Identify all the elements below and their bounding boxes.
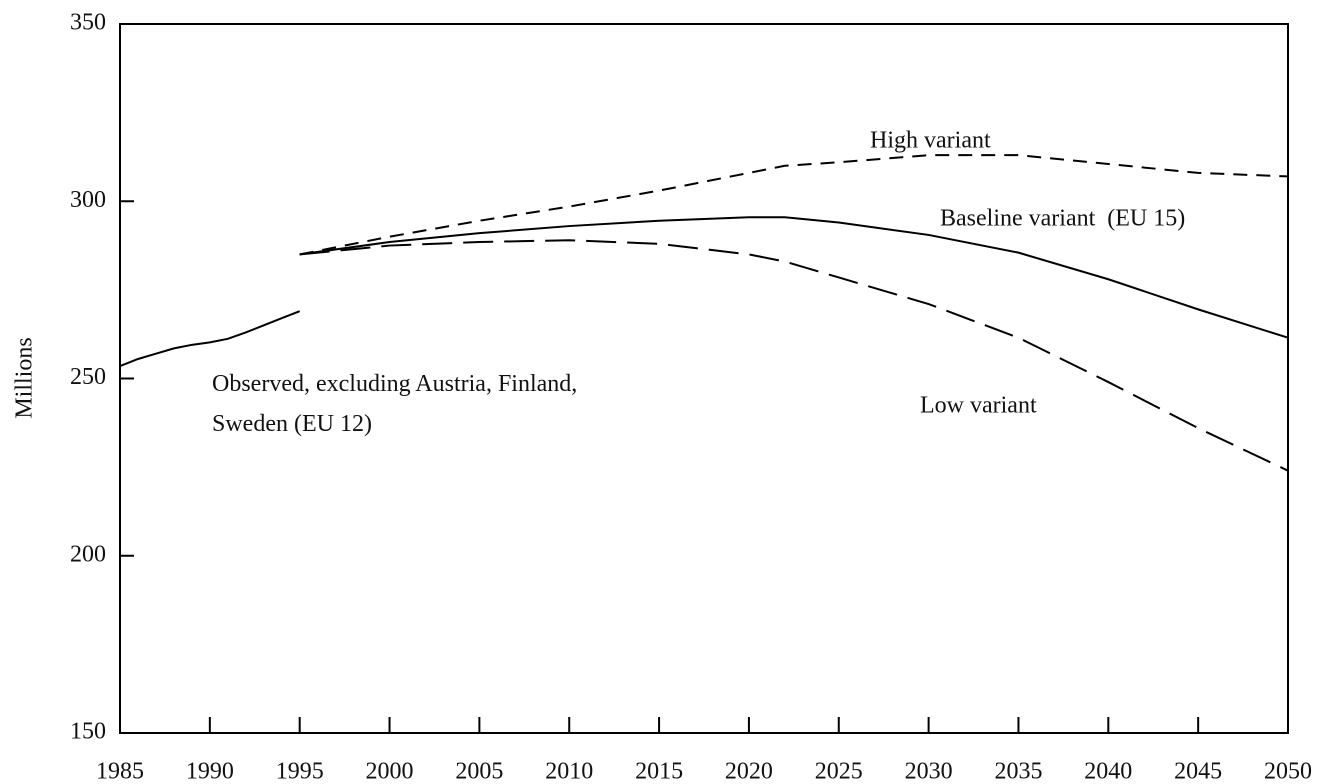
series-line: [299, 239, 1289, 472]
y-tick-label: 250: [70, 364, 106, 390]
x-tick-label: 1995: [276, 759, 324, 784]
x-tick-label: 2005: [455, 759, 503, 784]
x-tick-label: 2030: [905, 759, 953, 784]
x-tick-label: 2045: [1174, 759, 1222, 784]
y-tick-label: 350: [70, 10, 106, 36]
y-tick-label: 150: [70, 719, 106, 745]
series-line: [299, 216, 1289, 339]
x-tick-label: 1985: [96, 759, 144, 784]
x-tick-label: 2040: [1084, 759, 1132, 784]
series-label: Observed, excluding Austria, Finland, Sw…: [212, 371, 578, 437]
y-tick-label: 200: [70, 541, 106, 567]
series-label: Low variant: [920, 393, 1037, 419]
x-tick-label: 2050: [1264, 759, 1312, 784]
y-tick-label: 300: [70, 187, 106, 213]
x-tick-label: 2010: [545, 759, 593, 784]
series-line: [299, 154, 1289, 256]
series-label: Baseline variant (EU 15): [940, 206, 1185, 232]
x-tick-label: 2035: [994, 759, 1042, 784]
x-tick-label: 2025: [815, 759, 863, 784]
y-axis-label: Millions: [12, 337, 38, 418]
series-line: [119, 310, 301, 368]
x-tick-label: 1990: [186, 759, 234, 784]
x-tick-label: 2015: [635, 759, 683, 784]
series-label-box: Observed, excluding Austria, Finland, Sw…: [212, 371, 578, 437]
x-tick-label: 2000: [366, 759, 414, 784]
series-label: High variant: [870, 128, 991, 154]
x-tick-label: 2020: [725, 759, 773, 784]
